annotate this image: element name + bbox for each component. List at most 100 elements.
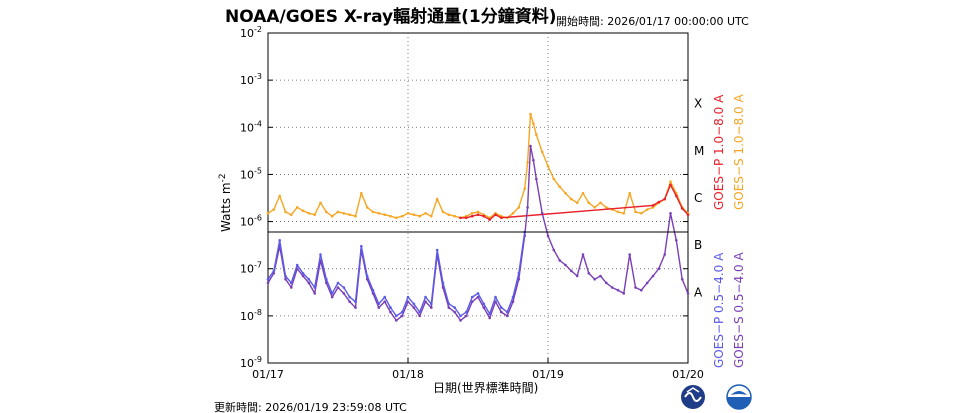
data-point [400, 314, 404, 318]
data-point [354, 300, 357, 304]
data-point [459, 319, 462, 322]
data-point [284, 210, 287, 214]
y-tick-label: 10-8 [240, 308, 262, 323]
data-point [307, 281, 311, 285]
data-point [354, 306, 357, 309]
data-point [511, 300, 515, 304]
data-point [400, 214, 404, 218]
data-point [581, 253, 585, 256]
data-point [336, 286, 340, 289]
data-point [441, 281, 445, 285]
data-point [488, 316, 492, 320]
data-point [593, 277, 596, 281]
data-point [377, 306, 381, 309]
y-axis-ticks: 10-9 10-8 10-7 10-6 10-5 10-4 10-3 10-2 [240, 25, 688, 370]
data-point [465, 216, 468, 220]
data-point [325, 210, 328, 214]
data-point [529, 144, 532, 148]
data-point [605, 281, 608, 285]
data-point [418, 314, 422, 318]
data-point [500, 310, 503, 314]
data-point [482, 306, 486, 309]
data-point [529, 112, 532, 116]
cwa-logo-wave [684, 392, 702, 402]
y-tick-label: 10-4 [240, 119, 262, 134]
data-point [447, 213, 451, 216]
data-point [564, 191, 567, 195]
data-point [406, 295, 410, 299]
x-axis-ticks: 01/17 01/18 01/19 01/20 [252, 358, 704, 381]
data-point [447, 306, 451, 309]
data-point [313, 286, 317, 289]
data-point [482, 302, 486, 306]
series-1 [459, 183, 690, 221]
legend-entry: GOES−S 1.0−8.0 A [732, 94, 746, 210]
data-point [284, 277, 287, 281]
data-point [424, 300, 427, 304]
data-point [284, 274, 287, 278]
flare-class-A: A [694, 285, 703, 299]
data-point [290, 286, 293, 289]
data-point [342, 292, 346, 295]
data-point [459, 216, 462, 220]
x-tick-label: 01/19 [532, 368, 564, 381]
data-point [669, 183, 672, 187]
data-point [330, 292, 334, 295]
flare-class-X: X [694, 97, 702, 111]
series-2 [266, 144, 690, 322]
series-layer [266, 112, 690, 322]
data-point [295, 206, 299, 209]
data-point [488, 312, 492, 316]
data-point [319, 201, 322, 205]
data-point [430, 214, 433, 218]
y-tick-label: 10-3 [240, 72, 262, 87]
data-point [476, 210, 480, 214]
data-point [330, 295, 334, 299]
data-point [383, 295, 387, 299]
x-tick-label: 01/17 [252, 368, 284, 381]
data-point [435, 248, 439, 252]
y-tick-label: 10-2 [240, 25, 262, 40]
data-point [348, 213, 352, 216]
data-point [505, 310, 509, 314]
data-point [290, 281, 293, 285]
data-point [348, 300, 352, 304]
data-point [663, 197, 666, 201]
start-time-label: 開始時間: 2026/01/17 00:00:00 UTC [556, 14, 749, 28]
data-point [459, 314, 462, 318]
cwa-logo [681, 385, 705, 409]
data-point [622, 212, 626, 215]
data-point [389, 306, 392, 309]
data-point [581, 191, 585, 195]
data-point [424, 212, 427, 215]
data-point [657, 267, 661, 271]
y-axis-label: Watts m-2 [218, 173, 233, 232]
data-point [570, 269, 573, 273]
data-point [532, 122, 535, 125]
data-point [526, 161, 529, 164]
data-point [517, 206, 521, 209]
data-point [266, 212, 270, 215]
data-point [395, 319, 398, 322]
data-point [575, 201, 579, 205]
data-point [336, 281, 340, 285]
data-point [610, 286, 614, 289]
y-tick-label: 10-7 [240, 261, 262, 276]
data-point [389, 310, 392, 314]
data-point [640, 212, 643, 215]
data-point [645, 281, 649, 285]
data-point [278, 194, 282, 198]
data-point [616, 210, 620, 214]
data-point [412, 302, 416, 306]
data-point [377, 212, 381, 215]
data-point [424, 295, 427, 299]
data-point [470, 214, 474, 218]
data-point [686, 292, 690, 295]
y-axis-label-text: Watts m [219, 182, 233, 232]
data-point [406, 300, 410, 304]
y-axis-label-sup: -2 [218, 173, 228, 182]
plot-area [267, 32, 689, 364]
data-point [342, 286, 346, 289]
data-point [628, 191, 631, 195]
legend-entry: GOES−P 1.0−8.0 A [712, 94, 726, 210]
